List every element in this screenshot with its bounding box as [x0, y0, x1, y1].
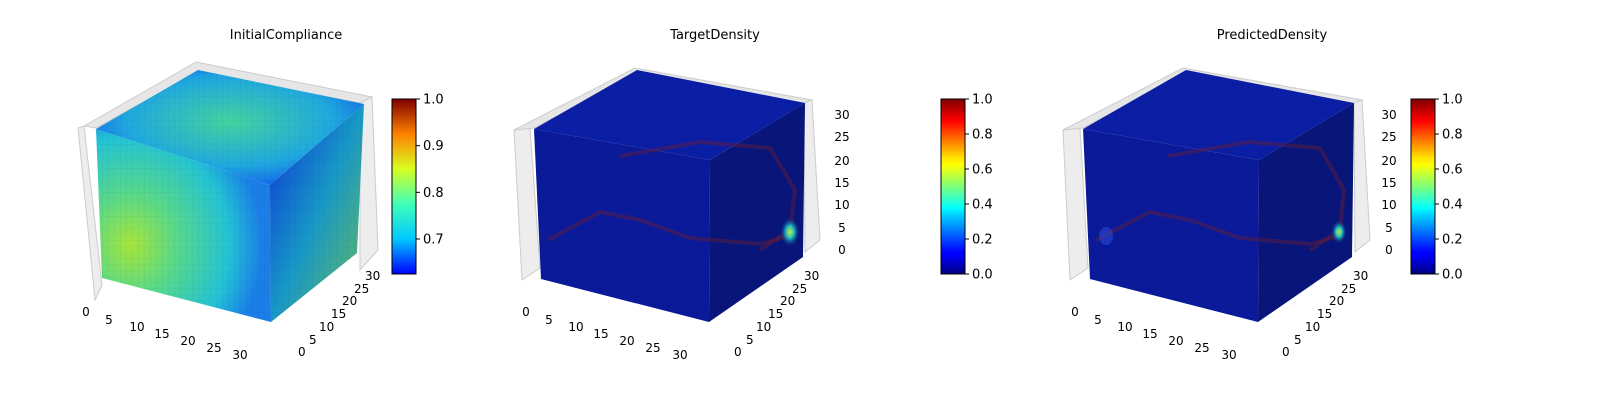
- x-tick-label: 15: [1142, 327, 1157, 341]
- y-tick-label: 10: [1305, 320, 1320, 334]
- y-tick-label: 20: [780, 294, 795, 308]
- colorbar-gradient: [1410, 98, 1436, 275]
- panel-initial-compliance: 0 5 10 15 20 25 30 0 5 10 15 20 25 30 In…: [77, 28, 444, 362]
- colorbar-tick-label: 1.0: [972, 93, 993, 108]
- z-tick-label: 5: [838, 221, 846, 235]
- z-tick-label: 15: [1381, 176, 1396, 190]
- x-tick-label: 25: [206, 341, 221, 355]
- y-tick-label: 0: [298, 345, 306, 359]
- back-pane-left: [77, 125, 103, 302]
- x-tick-label: 30: [232, 348, 247, 362]
- colorbar-tick-label: 0.4: [1442, 198, 1463, 213]
- x-tick-label: 30: [672, 348, 687, 362]
- colorbar-tick-label: 0.8: [1442, 128, 1463, 143]
- x-tick-label: 15: [154, 327, 169, 341]
- z-tick-label: 20: [834, 154, 849, 168]
- y-tick-label: 15: [1317, 307, 1332, 321]
- x-tick-label: 5: [105, 313, 113, 327]
- x-tick-label: 10: [568, 320, 583, 334]
- back-pane-right: [359, 96, 379, 272]
- x-tick-label: 5: [545, 313, 553, 327]
- x-tick-label: 15: [593, 327, 608, 341]
- y-tick-label: 15: [331, 307, 346, 321]
- z-tick-labels: 0 5 10 15 20 25 30: [1381, 108, 1396, 257]
- x-tick-label: 5: [1094, 313, 1102, 327]
- x-tick-label: 20: [1168, 334, 1183, 348]
- x-tick-label: 10: [1117, 320, 1132, 334]
- y-tick-label: 5: [309, 333, 317, 347]
- y-tick-label: 0: [1282, 345, 1290, 359]
- z-tick-label: 25: [834, 130, 849, 144]
- x-tick-label: 20: [619, 334, 634, 348]
- colorbar-tick-label: 0.0: [1442, 268, 1463, 283]
- y-tick-label: 25: [1341, 282, 1356, 296]
- colorbar-tick-label: 0.0: [972, 268, 993, 283]
- colorbar-tick-label: 0.6: [1442, 163, 1463, 178]
- x-tick-label: 0: [1071, 305, 1079, 319]
- colorbar: 0.0 0.2 0.4 0.6 0.8 1.0: [940, 93, 993, 283]
- z-tick-label: 30: [834, 108, 849, 122]
- chart-title: TargetDensity: [669, 28, 760, 43]
- x-tick-label: 25: [645, 341, 660, 355]
- x-tick-labels: 0 5 10 15 20 25 30: [1071, 305, 1236, 362]
- x-tick-labels: 0 5 10 15 20 25 30: [522, 305, 687, 362]
- panel-predicted-density: 0 5 10 15 20 25 30 0 5 10 15 20 25 30 0 …: [1062, 28, 1463, 362]
- z-tick-label: 0: [1385, 243, 1393, 257]
- colorbar: 0.0 0.2 0.4 0.6 0.8 1.0: [1410, 93, 1463, 283]
- y-tick-label: 5: [746, 333, 754, 347]
- z-tick-label: 30: [1381, 108, 1396, 122]
- back-pane-right: [1353, 99, 1371, 254]
- y-tick-label: 30: [804, 269, 819, 283]
- colorbar-tick-label: 0.7: [423, 233, 444, 248]
- y-tick-label: 10: [319, 320, 334, 334]
- panel-target-density: 0 5 10 15 20 25 30 0 5 10 15 20 25 30 0 …: [513, 28, 993, 362]
- y-tick-label: 10: [756, 320, 771, 334]
- colorbar-tick-label: 0.9: [423, 139, 444, 154]
- z-tick-label: 0: [838, 243, 846, 257]
- y-tick-label: 15: [768, 307, 783, 321]
- chart-title: PredictedDensity: [1217, 28, 1328, 43]
- z-tick-label: 25: [1381, 130, 1396, 144]
- y-tick-label: 25: [792, 282, 807, 296]
- y-tick-label: 25: [354, 282, 369, 296]
- y-tick-labels: 0 5 10 15 20 25 30: [298, 269, 380, 359]
- y-tick-label: 30: [365, 269, 380, 283]
- z-tick-label: 10: [834, 198, 849, 212]
- y-tick-label: 5: [1294, 333, 1302, 347]
- y-tick-label: 0: [734, 345, 742, 359]
- y-tick-labels: 0 5 10 15 20 25 30: [1282, 269, 1368, 359]
- y-tick-label: 30: [1353, 269, 1368, 283]
- colorbar-tick-label: 0.8: [972, 128, 993, 143]
- y-tick-label: 20: [342, 294, 357, 308]
- back-pane-right: [803, 99, 821, 254]
- chart-title: InitialCompliance: [230, 28, 343, 43]
- colorbar-tick-label: 0.8: [423, 186, 444, 201]
- z-tick-label: 10: [1381, 198, 1396, 212]
- x-tick-label: 10: [129, 320, 144, 334]
- x-tick-label: 30: [1221, 348, 1236, 362]
- axes-3d: [77, 61, 379, 302]
- z-tick-labels: 0 5 10 15 20 25 30: [834, 108, 849, 257]
- colorbar-gradient: [391, 98, 417, 275]
- x-tick-label: 0: [82, 305, 90, 319]
- x-tick-label: 20: [180, 334, 195, 348]
- z-tick-label: 20: [1381, 154, 1396, 168]
- colorbar-tick-label: 1.0: [423, 93, 444, 108]
- colorbar-tick-label: 0.2: [972, 233, 993, 248]
- colorbar: 0.7 0.8 0.9 1.0: [391, 93, 444, 275]
- x-tick-labels: 0 5 10 15 20 25 30: [82, 305, 247, 362]
- y-tick-label: 20: [1329, 294, 1344, 308]
- colorbar-tick-label: 0.2: [1442, 233, 1463, 248]
- colorbar-tick-label: 0.4: [972, 198, 993, 213]
- y-tick-labels: 0 5 10 15 20 25 30: [734, 269, 819, 359]
- x-tick-label: 0: [522, 305, 530, 319]
- colorbar-gradient: [940, 98, 966, 275]
- colorbar-tick-label: 1.0: [1442, 93, 1463, 108]
- colorbar-tick-label: 0.6: [972, 163, 993, 178]
- z-tick-label: 5: [1385, 221, 1393, 235]
- x-tick-label: 25: [1194, 341, 1209, 355]
- z-tick-label: 15: [834, 176, 849, 190]
